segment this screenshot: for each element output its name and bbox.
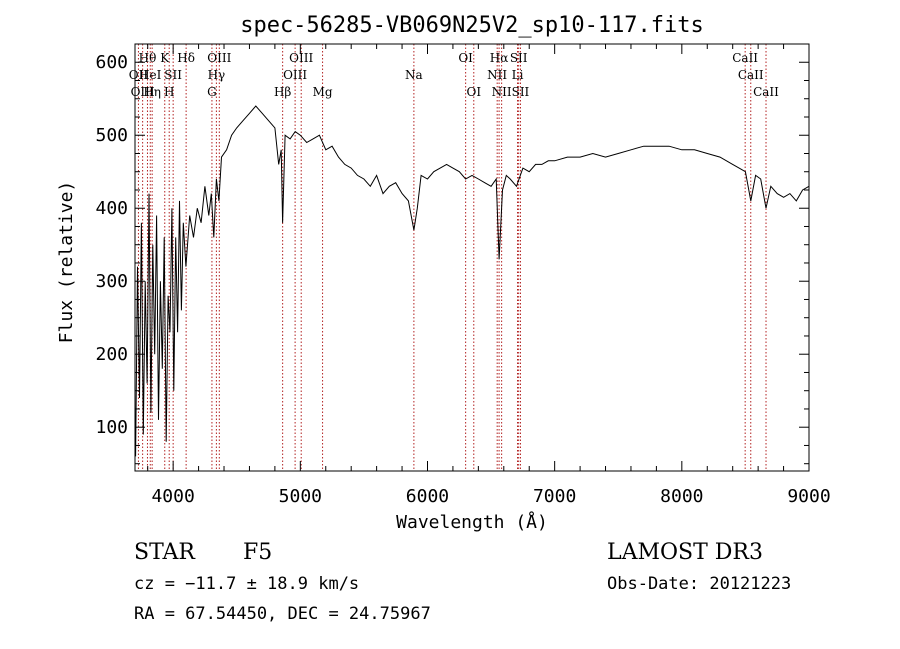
line-label-19: Hα bbox=[490, 51, 509, 65]
spectral-line-labels: Hθ OII OIII HeI Hη K SII H Hδ OIII Hγ G OIII OIII Hβ Mg… bbox=[129, 51, 779, 99]
x-tick-label: 6000 bbox=[406, 486, 449, 507]
x-tick-label: 8000 bbox=[660, 486, 703, 507]
x-tick-label: 7000 bbox=[533, 486, 576, 507]
line-label-16: Na bbox=[405, 68, 423, 82]
y-tick-label: 200 bbox=[95, 344, 128, 365]
line-label-3: HeI bbox=[139, 68, 162, 82]
line-label-4: Hη bbox=[143, 85, 161, 99]
y-tick-label: 300 bbox=[95, 271, 128, 292]
redshift-info: cz = −11.7 ± 18.9 km/s bbox=[134, 574, 360, 594]
line-label-0: Hθ bbox=[139, 51, 157, 65]
y-tick-label: 100 bbox=[95, 417, 128, 438]
line-label-13: OIII bbox=[283, 68, 307, 82]
y-tick-label: 400 bbox=[95, 198, 128, 219]
line-label-12: OIII bbox=[289, 51, 313, 65]
line-label-18: OI bbox=[466, 85, 481, 99]
plot-frame bbox=[134, 43, 810, 472]
line-label-22: Li bbox=[512, 68, 524, 82]
line-label-11: G bbox=[207, 85, 217, 99]
line-label-17: OI bbox=[458, 51, 473, 65]
spectrum-series bbox=[135, 105, 810, 457]
line-label-21: NII bbox=[487, 68, 507, 82]
spectral-subclass: F5 bbox=[243, 540, 273, 565]
x-tick-label: 5000 bbox=[279, 486, 322, 507]
survey-name: LAMOST DR3 bbox=[607, 540, 763, 565]
chart-title: spec-56285-VB069N25V2_sp10-117.fits bbox=[240, 13, 704, 38]
line-label-24: SII bbox=[512, 85, 530, 99]
x-tick-label: 9000 bbox=[787, 486, 830, 507]
y-tick-label: 500 bbox=[95, 125, 128, 146]
y-axis-label: Flux (relative) bbox=[56, 181, 77, 344]
line-label-14: Hβ bbox=[274, 85, 291, 99]
line-label-23: NII bbox=[492, 85, 512, 99]
y-axis: 100 200 300 400 500 600 bbox=[95, 52, 809, 465]
line-label-7: H bbox=[164, 85, 174, 99]
object-type: STAR bbox=[134, 540, 195, 565]
x-axis: 4000 5000 6000 7000 8000 9000 bbox=[147, 44, 831, 507]
line-label-8: Hδ bbox=[177, 51, 195, 65]
line-label-15: Mg bbox=[313, 85, 333, 99]
line-label-20: SII bbox=[510, 51, 528, 65]
y-tick-label: 600 bbox=[95, 52, 128, 73]
line-label-1: OII bbox=[129, 68, 149, 82]
line-label-27: CaII bbox=[753, 85, 779, 99]
coordinates: RA = 67.54450, DEC = 24.75967 bbox=[134, 604, 431, 624]
line-label-10: Hγ bbox=[208, 68, 226, 82]
line-label-9: OIII bbox=[207, 51, 231, 65]
line-label-6: SII bbox=[164, 68, 182, 82]
obs-date: Obs-Date: 20121223 bbox=[607, 574, 792, 594]
x-tick-label: 4000 bbox=[151, 486, 194, 507]
x-axis-label: Wavelength (Å) bbox=[396, 511, 548, 533]
spectral-line-markers bbox=[137, 44, 767, 471]
line-label-25: CaII bbox=[732, 51, 758, 65]
line-label-26: CaII bbox=[738, 68, 764, 82]
line-label-5: K bbox=[160, 51, 170, 65]
line-label-2: OIII bbox=[131, 85, 155, 99]
